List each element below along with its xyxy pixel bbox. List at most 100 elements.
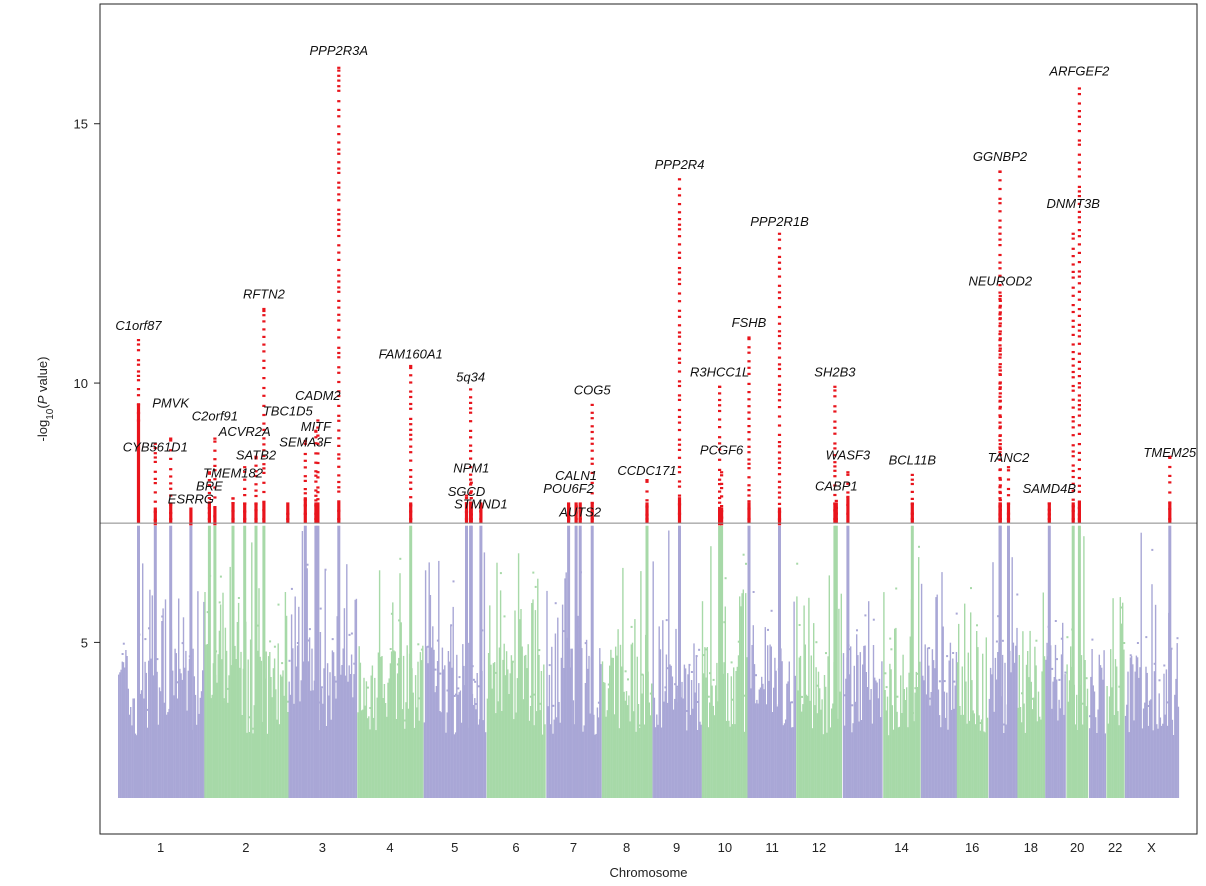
locus-hits-satb2 bbox=[254, 455, 258, 524]
gene-label-5q34: 5q34 bbox=[456, 370, 485, 385]
gene-label-tbc1d5: TBC1D5 bbox=[263, 403, 314, 418]
gene-label-c1orf87: C1orf87 bbox=[115, 318, 162, 333]
gene-label-mitf: MITF bbox=[301, 419, 332, 434]
chromosome-points-10 bbox=[701, 525, 749, 798]
gene-label-arfgef2: ARFGEF2 bbox=[1048, 64, 1110, 79]
gene-label-r3hcc1l: R3HCC1L bbox=[690, 365, 749, 380]
y-tick-label: 15 bbox=[74, 117, 88, 132]
locus-hits-rftn2 bbox=[262, 307, 266, 524]
locus-hits-auts2 bbox=[578, 502, 582, 524]
gene-label-fam160a1: FAM160A1 bbox=[379, 346, 443, 361]
locus-hits-ppp2r4 bbox=[677, 178, 682, 524]
x-tick-label-chr-1: 1 bbox=[157, 840, 164, 855]
gene-label-c2orf91: C2orf91 bbox=[192, 409, 238, 424]
x-tick-label-chr-5: 5 bbox=[451, 840, 458, 855]
significant-points bbox=[136, 66, 1172, 526]
x-tick-label-chr-7: 7 bbox=[570, 840, 577, 855]
locus-hits-wasf3 bbox=[846, 471, 850, 524]
chromosome-points-2 bbox=[204, 525, 290, 798]
gene-label-pmvk: PMVK bbox=[152, 396, 190, 411]
locus-hits-npm1 bbox=[469, 481, 473, 524]
chromosome-points-9 bbox=[652, 525, 702, 798]
chromosome-points-17 bbox=[988, 525, 1019, 798]
gene-label-cog5: COG5 bbox=[574, 383, 612, 398]
locus-hits-sgcd bbox=[464, 494, 469, 524]
locus-hits-cog5 bbox=[590, 403, 594, 524]
gene-label-acvr2a: ACVR2A bbox=[218, 424, 271, 439]
x-tick-label-chr-4: 4 bbox=[386, 840, 393, 855]
locus-hits-ccdc171 bbox=[645, 479, 649, 524]
chromosome-points-X bbox=[1124, 525, 1180, 798]
locus-hits-stmnd1 bbox=[479, 502, 483, 524]
gene-label-sema3f: SEMA3F bbox=[279, 435, 332, 450]
gene-label-rftn2: RFTN2 bbox=[243, 287, 286, 302]
locus-hits-fam160a1 bbox=[409, 364, 413, 524]
gene-label-ppp2r4: PPP2R4 bbox=[655, 157, 705, 172]
gene-label-sh2b3: SH2B3 bbox=[814, 365, 856, 380]
locus-hits-bcl11b bbox=[910, 473, 914, 524]
locus-hits-neurode2 bbox=[998, 294, 1002, 524]
x-tick-label-chr-20: 20 bbox=[1070, 840, 1084, 855]
x-tick-label-chr-14: 14 bbox=[894, 840, 908, 855]
x-tick-label-chr-8: 8 bbox=[623, 840, 630, 855]
locus-hits-bre bbox=[207, 471, 211, 524]
locus-hits-ppp2r1b bbox=[777, 232, 782, 526]
locus-hits-cyb561d1 bbox=[153, 442, 157, 526]
x-tick-label-chr-9: 9 bbox=[673, 840, 680, 855]
locus-hits-mitf bbox=[314, 429, 318, 524]
chromosome-points-7 bbox=[546, 525, 602, 798]
snp-points bbox=[118, 525, 1180, 798]
x-tick-label-chr-12: 12 bbox=[812, 840, 826, 855]
locus-hits-tanc2 bbox=[1006, 466, 1011, 524]
gene-label-cabp1: CABP1 bbox=[815, 479, 858, 494]
chromosome-points-4 bbox=[357, 525, 424, 798]
gene-label-ppp2r1b: PPP2R1B bbox=[750, 214, 809, 229]
x-tick-label-chr-6: 6 bbox=[512, 840, 519, 855]
locus-hits-caln1 bbox=[574, 502, 578, 524]
locus-hits-tmem25 bbox=[1168, 455, 1172, 524]
chromosome-points-3 bbox=[288, 525, 358, 798]
gene-label-tmem25: TMEM25 bbox=[1143, 445, 1197, 460]
x-tick-label-chr-2: 2 bbox=[242, 840, 249, 855]
locus-hits-tbc1d5 bbox=[286, 502, 290, 524]
gene-label-pcgf6: PCGF6 bbox=[700, 442, 744, 457]
x-tick-label-chr-10: 10 bbox=[718, 840, 732, 855]
x-tick-label-chr-11: 11 bbox=[765, 840, 779, 855]
x-axis: 1 2 3 4 5 6 7 8 9 10 11 12 14 16 18 20 22 X bbox=[157, 840, 1156, 855]
chromosome-points-13 bbox=[842, 525, 883, 798]
y-axis-title: -log10(P value) bbox=[35, 357, 56, 442]
locus-hits-tmem182 bbox=[231, 497, 235, 524]
chromosome-points-14 bbox=[883, 525, 921, 798]
gene-label-tmem182: TMEM182 bbox=[203, 466, 264, 481]
locus-hits-acvr2a bbox=[243, 466, 247, 524]
gene-label-wasf3: WASF3 bbox=[826, 448, 871, 463]
locus-hits-cabp1 bbox=[834, 499, 838, 524]
gene-label-ggnbp2: GGNBP2 bbox=[973, 149, 1028, 164]
locus-hits-ppp2r3a bbox=[337, 66, 341, 524]
gene-label-cadm2: CADM2 bbox=[295, 388, 341, 403]
locus-hits-cadm2 bbox=[316, 419, 320, 524]
gene-label-pou6f2: POU6F2 bbox=[543, 481, 594, 496]
locus-hits-sema3f bbox=[303, 440, 307, 524]
x-tick-label-chr-18: 18 bbox=[1024, 840, 1038, 855]
gene-label-samd4b: SAMD4B bbox=[1023, 481, 1077, 496]
gene-label-dnmt3b: DNMT3B bbox=[1046, 196, 1100, 211]
gene-label-tanc2: TANC2 bbox=[988, 450, 1030, 465]
chromosome-points-11 bbox=[747, 525, 796, 798]
x-axis-title: Chromosome bbox=[609, 865, 687, 880]
gene-label-esrrg: ESRRG bbox=[168, 492, 214, 507]
chromosome-points-20 bbox=[1066, 525, 1089, 798]
chromosome-points-12 bbox=[796, 525, 842, 798]
chromosome-points-16 bbox=[956, 587, 989, 798]
x-tick-label-chr-16: 16 bbox=[965, 840, 979, 855]
x-tick-label-chr-22: 22 bbox=[1108, 840, 1122, 855]
gene-label-bre: BRE bbox=[196, 479, 223, 494]
gene-label-bcl11b: BCL11B bbox=[889, 453, 937, 468]
locus-hits-arfgef2 bbox=[1077, 87, 1081, 524]
chromosome-points-15 bbox=[920, 572, 958, 798]
x-tick-label-chr-X: X bbox=[1147, 840, 1156, 855]
chromosome-points-8 bbox=[601, 525, 653, 798]
gene-label-caln1: CALN1 bbox=[555, 468, 597, 483]
chromosome-points-19 bbox=[1045, 525, 1067, 798]
